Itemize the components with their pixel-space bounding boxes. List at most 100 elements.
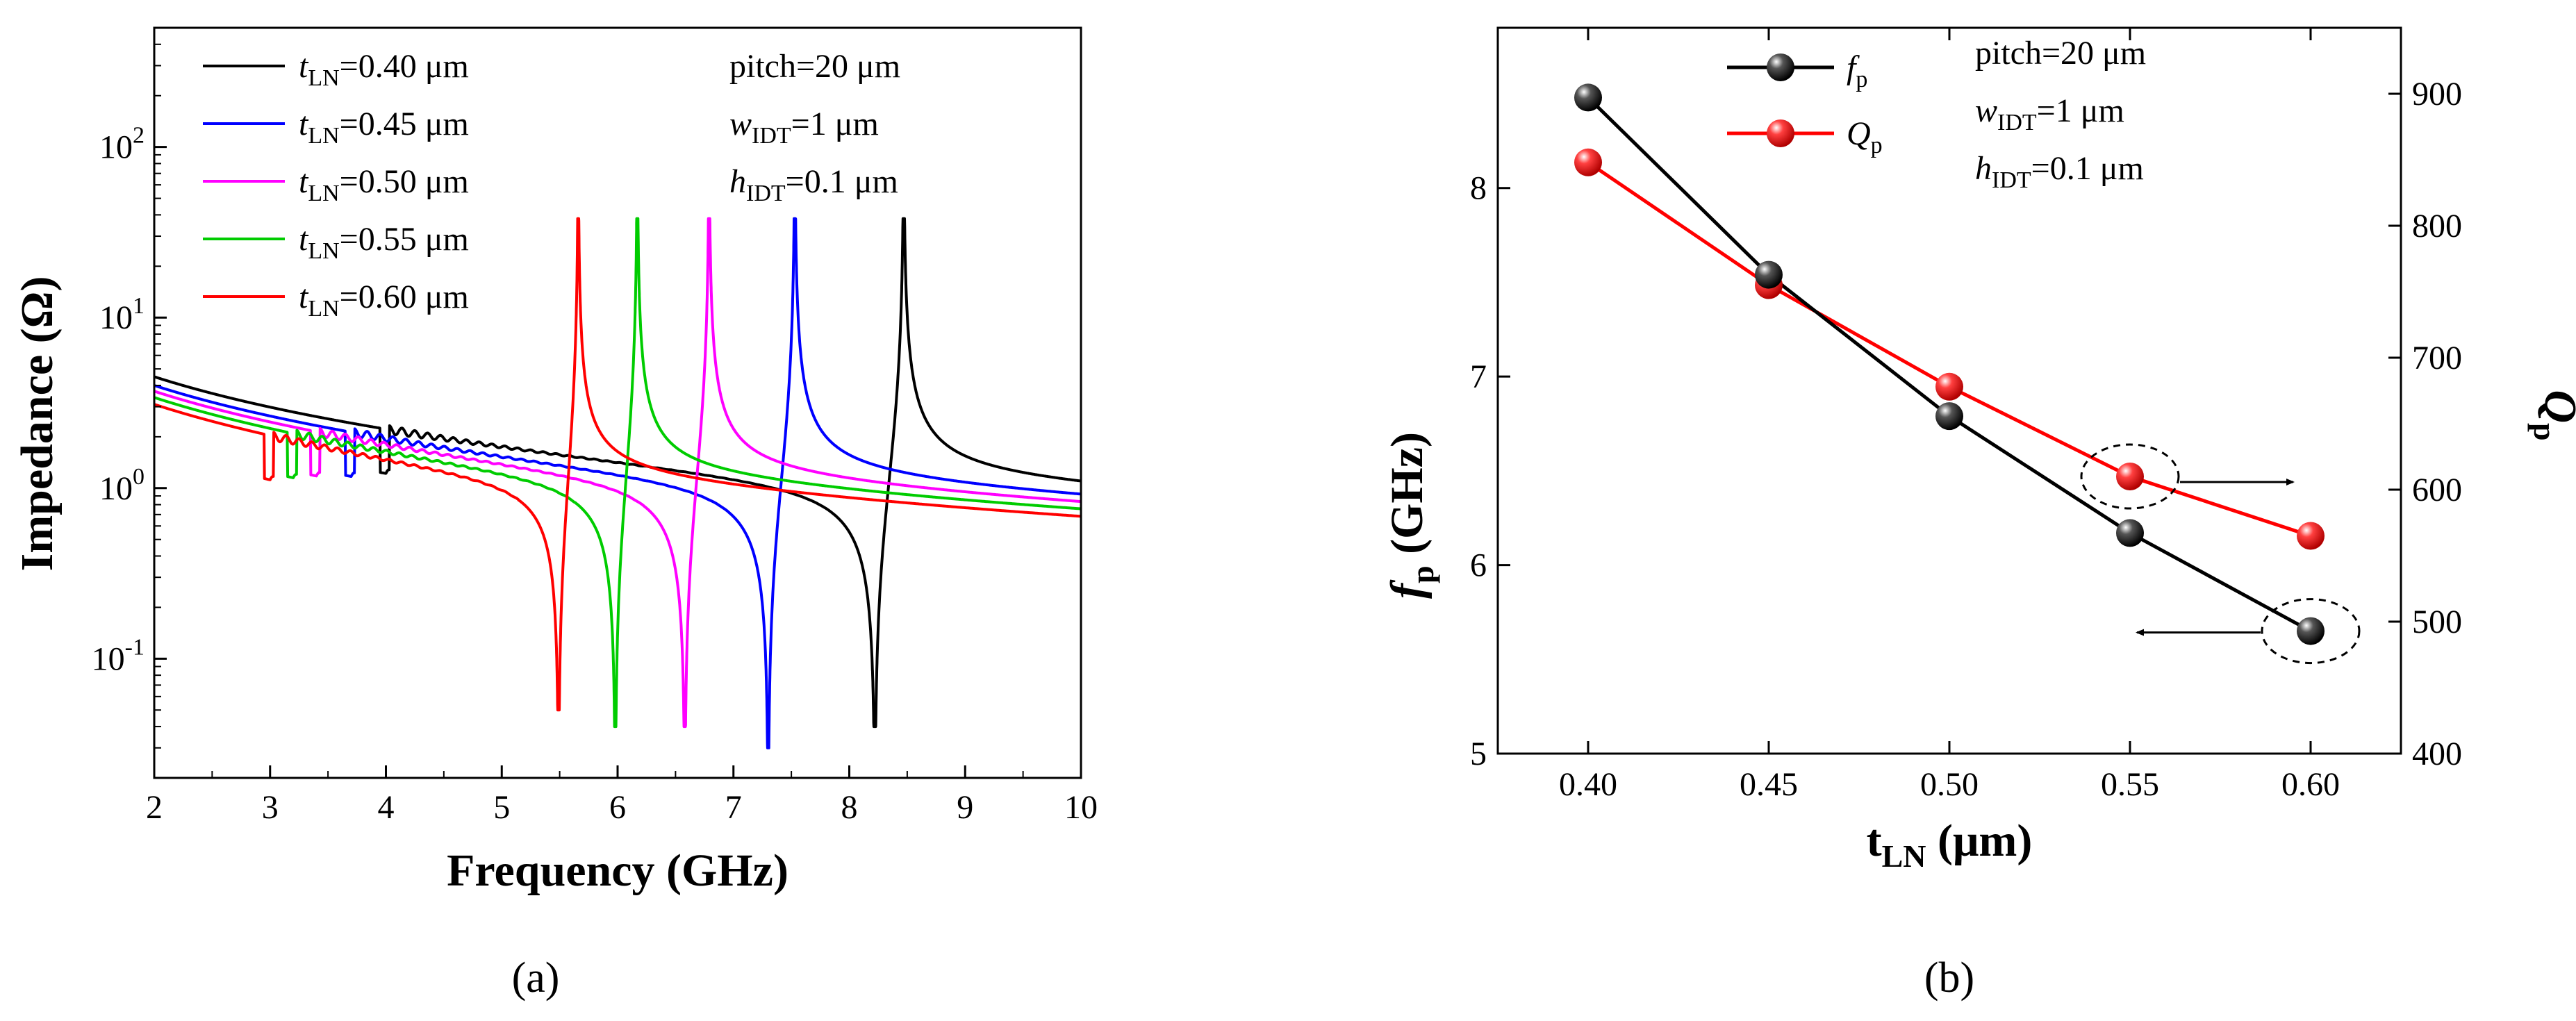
x-tick-label: 0.60	[2281, 766, 2340, 803]
legend-value: =0.50 μm	[340, 163, 469, 200]
data-point-f	[2116, 519, 2144, 547]
panel-b-axis-arrows	[2080, 443, 2361, 665]
data-point-f	[2297, 617, 2325, 645]
legend-entry: tLN=0.45 μm	[299, 106, 469, 149]
legend-entry: tLN=0.40 μm	[299, 48, 469, 91]
highlight-ellipse	[2261, 598, 2361, 665]
legend-value: =0.40 μm	[340, 48, 469, 85]
panel-b-fp-qp-chart: 0.40 0.45 0.50 0.55 0.60 5 6 7 8 400 500 600 700 80…	[1382, 26, 2576, 1002]
annotation-line: pitch=20 μm	[1975, 35, 2146, 72]
panel-b-left-y-axis-title: fp (GHz)	[1382, 432, 1440, 599]
annotation-sub: IDT	[1992, 167, 2031, 193]
panel-b-legend: fp Qp	[1727, 49, 1883, 158]
annotation-main: h	[1975, 150, 1992, 187]
impedance-line-0.60	[153, 217, 1082, 712]
data-point-Q	[2116, 463, 2144, 490]
y-right-tick-label: 900	[2412, 76, 2462, 113]
legend-sub: LN	[308, 238, 339, 264]
annotation-line: wIDT=1 μm	[1975, 92, 2124, 135]
legend-main: Q	[1847, 115, 1871, 152]
annotation-main: h	[729, 163, 746, 200]
annotation-line: pitch=20 μm	[729, 48, 900, 85]
legend-value: =0.60 μm	[340, 279, 469, 315]
y-left-tick-label: 7	[1470, 358, 1487, 395]
panel-b-right-title-main: Q	[2535, 390, 2576, 423]
panel-b-left-title-rest: (GHz)	[1382, 432, 1433, 565]
legend-sub: p	[1856, 67, 1867, 92]
y-tick-label: 100	[99, 464, 145, 507]
legend-t: t	[299, 221, 309, 258]
annotation-rest: =1 μm	[791, 106, 879, 142]
x-tick-label: 0.40	[1559, 766, 1617, 803]
y-tick-exponent: 2	[133, 123, 145, 149]
impedance-line-0.50	[153, 217, 1082, 729]
legend-t: t	[299, 48, 309, 85]
legend-entry: tLN=0.50 μm	[299, 163, 469, 206]
legend-entry: fp	[1847, 49, 1867, 92]
panel-b-series	[1574, 83, 2325, 645]
legend-sub: LN	[308, 181, 339, 206]
impedance-line-0.55	[153, 217, 1082, 729]
data-point-Q	[1574, 148, 1602, 176]
x-tick-label: 0.45	[1740, 766, 1798, 803]
data-point-f	[1755, 260, 1783, 289]
legend-value: =0.45 μm	[340, 106, 469, 142]
annotation-main: pitch=20 μm	[1975, 35, 2146, 72]
panel-b-label: (b)	[1924, 954, 1974, 1002]
panel-a-y-axis-title: Impedance (Ω)	[12, 276, 63, 572]
legend-t: t	[299, 279, 309, 315]
x-tick-label: 4	[378, 789, 395, 826]
legend-t: t	[299, 106, 309, 142]
legend-marker	[1767, 119, 1794, 147]
annotation-main: pitch=20 μm	[729, 48, 900, 85]
y-left-tick-label: 8	[1470, 170, 1487, 207]
panel-a-x-axis-title: Frequency (GHz)	[447, 845, 789, 896]
legend-sub: LN	[308, 296, 339, 322]
y-tick-exponent: -1	[125, 634, 145, 660]
x-tick-label: 6	[609, 789, 626, 826]
annotation-sub: IDT	[752, 123, 791, 149]
y-tick-base: 10	[99, 470, 133, 507]
x-tick-label: 0.55	[2101, 766, 2159, 803]
data-point-f	[1935, 402, 1963, 431]
panel-b-x-title-rest: (μm)	[1926, 815, 2033, 866]
x-tick-label: 9	[957, 789, 973, 826]
panel-b-x-title-sub: LN	[1882, 838, 1926, 874]
x-tick-label: 7	[725, 789, 742, 826]
data-point-f	[1574, 83, 1602, 112]
panel-a-x-ticks: 2 3 4 5 6 7 8 9 10	[146, 765, 1098, 826]
panel-b-left-y-ticks: 5 6 7 8	[1470, 170, 1510, 772]
impedance-series-lines	[153, 217, 1082, 749]
y-tick-exponent: 1	[133, 293, 145, 319]
annotation-main: w	[1975, 92, 1997, 129]
impedance-line-0.45	[153, 217, 1082, 749]
series-line-f	[1587, 96, 2312, 633]
y-left-tick-label: 6	[1470, 547, 1487, 584]
annotation-rest: =0.1 μm	[786, 163, 898, 200]
y-tick-base: 10	[99, 299, 133, 336]
annotation-line: wIDT=1 μm	[729, 106, 879, 149]
data-point-Q	[1935, 372, 1963, 401]
legend-value: =0.55 μm	[340, 221, 469, 258]
legend-entry: Qp	[1847, 115, 1883, 158]
annotation-rest: =0.1 μm	[2031, 150, 2144, 187]
annotation-rest: =1 μm	[2037, 92, 2124, 129]
x-tick-label: 2	[146, 789, 163, 826]
x-tick-label: 3	[262, 789, 279, 826]
x-tick-label: 0.50	[1920, 766, 1979, 803]
annotation-line: hIDT=0.1 μm	[729, 163, 898, 206]
x-tick-label: 5	[493, 789, 510, 826]
legend-sub: p	[1871, 133, 1883, 158]
y-right-tick-label: 600	[2412, 472, 2462, 508]
panel-b-right-title-sub: p	[2527, 423, 2563, 441]
legend-sub: LN	[308, 65, 339, 91]
y-left-tick-label: 5	[1470, 736, 1487, 772]
panel-b-right-y-axis-title: Qp	[2527, 390, 2576, 440]
y-tick-label: 101	[99, 293, 145, 336]
panel-b-annotation: pitch=20 μm wIDT=1 μm hIDT=0.1 μm	[1975, 35, 2146, 193]
y-tick-base: 10	[92, 640, 125, 677]
